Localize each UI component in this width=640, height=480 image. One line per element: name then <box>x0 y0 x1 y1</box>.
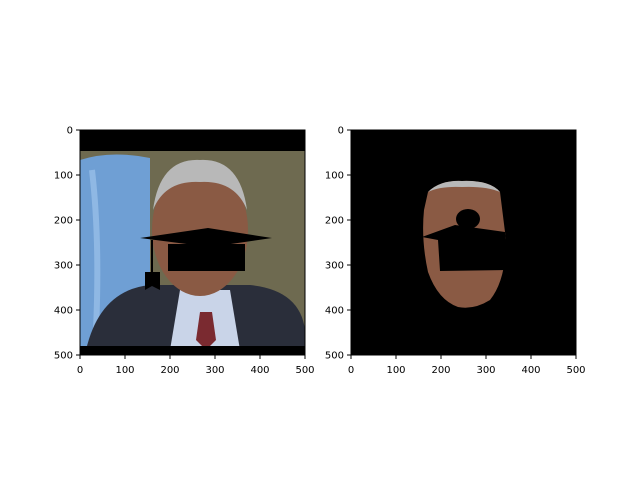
right-ytick-label: 200 <box>325 216 344 227</box>
axes-ticks: 0 100 200 300 400 500 0 100 200 300 400 500 0 100 200 3… <box>54 126 586 377</box>
left-ytick-label: 500 <box>54 351 73 362</box>
left-axes-frame <box>79 129 306 356</box>
left-image-panel <box>80 130 305 355</box>
left-xtick-label: 100 <box>115 365 134 376</box>
right-ytick-label: 500 <box>325 351 344 362</box>
right-axes-frame <box>350 129 577 356</box>
left-ytick-label: 300 <box>54 261 73 272</box>
right-xtick-label: 0 <box>348 365 354 376</box>
top-mask-bar <box>80 130 305 151</box>
bottom-mask-bar <box>80 346 305 355</box>
cap-board <box>140 228 272 247</box>
left-ytick-label: 200 <box>54 216 73 227</box>
right-xtick-label: 400 <box>521 365 540 376</box>
right-ytick-label: 300 <box>325 261 344 272</box>
left-xtick-label: 500 <box>295 365 314 376</box>
left-xtick-label: 400 <box>250 365 269 376</box>
right-xtick-label: 300 <box>476 365 495 376</box>
left-ytick-label: 400 <box>54 306 73 317</box>
face-cutout-hair <box>428 180 500 192</box>
flag-fold <box>89 169 101 331</box>
left-ytick-label: 0 <box>67 126 73 137</box>
cap-base <box>168 244 245 271</box>
left-xtick-label: 300 <box>205 365 224 376</box>
cap-tassel <box>145 272 160 290</box>
right-ytick-label: 100 <box>325 171 344 182</box>
cap-mask <box>422 225 510 271</box>
right-xtick-label: 200 <box>431 365 450 376</box>
left-xtick-label: 200 <box>160 365 179 376</box>
right-ytick-label: 0 <box>338 126 344 137</box>
right-image-panel <box>351 130 576 355</box>
tie <box>196 312 216 350</box>
right-ytick-label: 400 <box>325 306 344 317</box>
right-xtick-label: 500 <box>566 365 585 376</box>
cap-board-mask <box>456 209 480 229</box>
left-ytick-label: 100 <box>54 171 73 182</box>
right-xtick-label: 100 <box>386 365 405 376</box>
hair <box>153 159 247 210</box>
left-xtick-label: 0 <box>77 365 83 376</box>
